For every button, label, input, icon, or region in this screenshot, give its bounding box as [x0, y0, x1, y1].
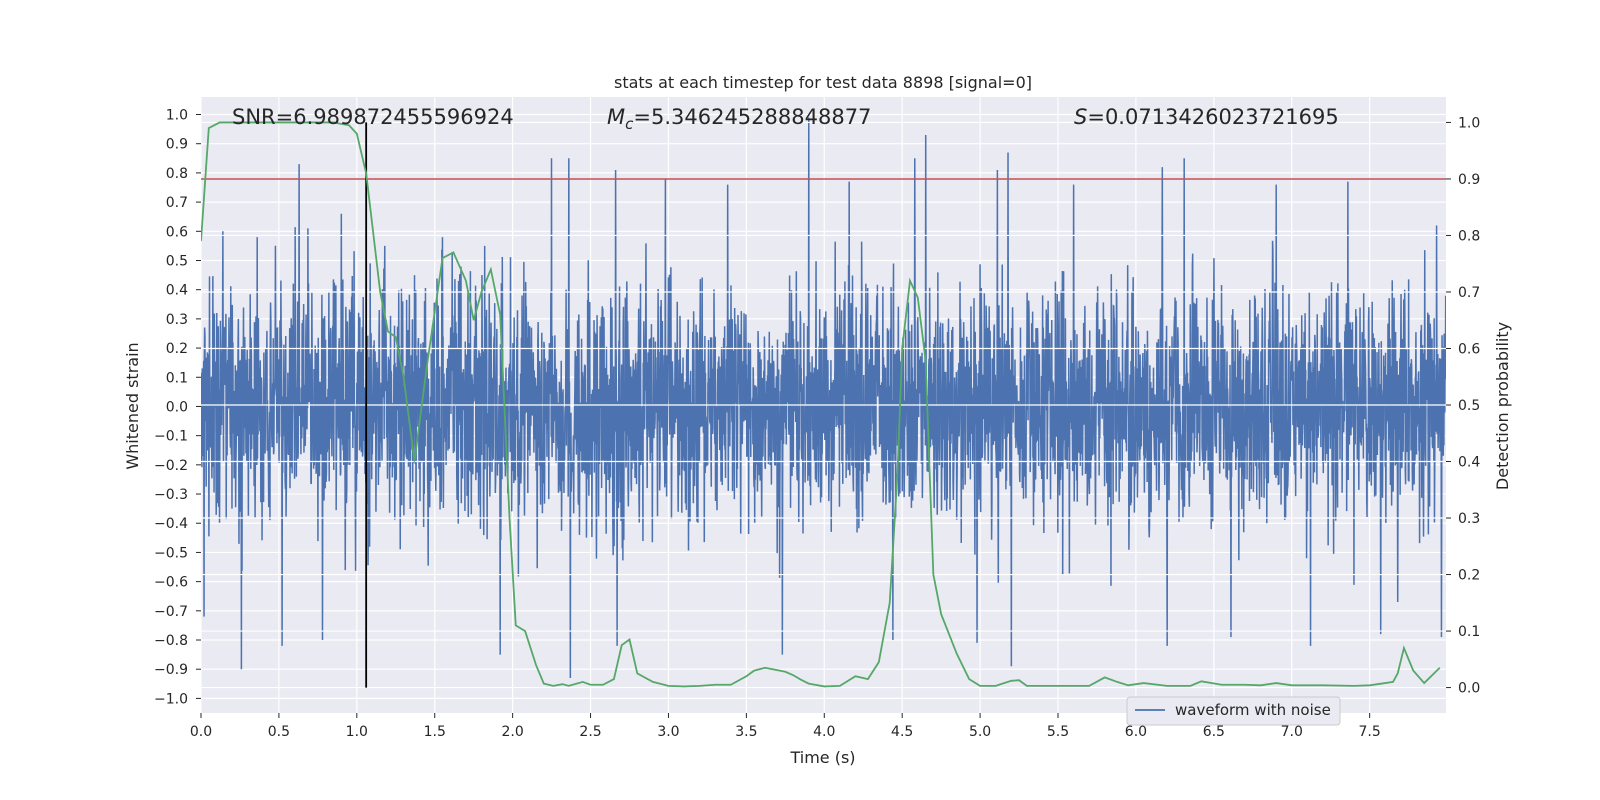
y-tick-label-3: 0.7: [166, 195, 188, 211]
x-tick-label-3: 1.5: [424, 724, 446, 740]
y-tick-label-7: 0.3: [166, 312, 188, 328]
s-value: =0.0713426023721695: [1087, 105, 1338, 129]
y2-tick-label-7: 0.3: [1458, 511, 1480, 527]
s-symbol: S: [1074, 105, 1087, 129]
y2-tick-label-10: 0.0: [1458, 681, 1480, 697]
x-tick-label-7: 3.5: [735, 724, 757, 740]
y2-tick-label-1: 0.9: [1458, 172, 1480, 188]
y-tick-label-0: 1.0: [166, 108, 188, 124]
y-tick-label-11: −0.1: [154, 429, 188, 445]
x-tick-label-14: 7.0: [1281, 724, 1303, 740]
chirp-mass-value: =5.346245288848877: [633, 105, 871, 129]
y-tick-label-4: 0.6: [166, 224, 188, 240]
x-tick-label-9: 4.5: [891, 724, 913, 740]
x-tick-label-11: 5.5: [1047, 724, 1069, 740]
x-tick-label-2: 1.0: [346, 724, 368, 740]
y-tick-label-8: 0.2: [166, 341, 188, 357]
snr-annotation: SNR=6.989872455596924: [232, 105, 514, 129]
y-tick-label-16: −0.6: [154, 575, 188, 591]
x-tick-label-12: 6.0: [1125, 724, 1147, 740]
chirp-mass-annotation: Mc=5.346245288848877: [607, 105, 871, 133]
y2-tick-label-8: 0.2: [1458, 568, 1480, 584]
legend-label: waveform with noise: [1175, 701, 1331, 719]
y-tick-label-18: −0.8: [154, 633, 188, 649]
y-tick-label-19: −0.9: [154, 662, 188, 678]
y2-tick-label-0: 1.0: [1458, 115, 1480, 131]
x-tick-label-10: 5.0: [969, 724, 991, 740]
y2-tick-label-4: 0.6: [1458, 341, 1480, 357]
s-annotation: S=0.0713426023721695: [1074, 105, 1339, 129]
y-axis-label: Whitened strain: [123, 342, 142, 469]
y-tick-label-15: −0.5: [154, 545, 188, 561]
y-tick-label-10: 0.0: [166, 399, 188, 415]
legend-box: [1126, 696, 1341, 726]
x-axis-label: Time (s): [789, 748, 855, 767]
y-tick-label-17: −0.7: [154, 604, 188, 620]
x-tick-label-13: 6.5: [1203, 724, 1225, 740]
x-tick-label-1: 0.5: [268, 724, 290, 740]
y2-axis-label: Detection probability: [1493, 322, 1512, 490]
y-tick-label-1: 0.9: [166, 137, 188, 153]
x-tick-label-6: 3.0: [657, 724, 679, 740]
x-tick-label-15: 7.5: [1359, 724, 1381, 740]
chirp-mass-symbol: M: [607, 105, 625, 129]
x-axis-ticks: 0.0 0.5 1.0 1.5 2.0 2.5 3.0 3.5 4.0 4.5 5.0 5.5 6.0 6…: [190, 713, 1381, 740]
y-tick-label-20: −1.0: [154, 691, 188, 707]
grid-overlay: [201, 121, 1446, 689]
y-tick-label-2: 0.8: [166, 166, 188, 182]
y-tick-label-12: −0.2: [154, 458, 188, 474]
y-tick-label-13: −0.3: [154, 487, 188, 503]
detection-probability-series: [201, 121, 1441, 688]
y2-tick-label-6: 0.4: [1458, 455, 1480, 471]
chart-title: stats at each timestep for test data 889…: [614, 73, 1032, 92]
legend: waveform with noise: [1126, 696, 1341, 726]
y2-tick-label-2: 0.8: [1458, 228, 1480, 244]
y-tick-label-6: 0.4: [166, 283, 188, 299]
x-tick-label-8: 4.0: [813, 724, 835, 740]
y-axis-ticks: 1.0 0.9 0.8 0.7 0.6 0.5 0.4 0.3 0.2 0.1 0.0 −0.1 −0.…: [154, 108, 201, 707]
y2-tick-label-3: 0.7: [1458, 285, 1480, 301]
x-tick-label-4: 2.0: [502, 724, 524, 740]
x-tick-label-5: 2.5: [579, 724, 601, 740]
y-tick-label-14: −0.4: [154, 516, 188, 532]
y2-tick-label-9: 0.1: [1458, 624, 1480, 640]
chirp-mass-subscript: c: [625, 115, 634, 133]
y-tick-label-9: 0.1: [166, 370, 188, 386]
y2-axis-ticks: 1.0 0.9 0.8 0.7 0.6 0.5 0.4 0.3 0.2 0.1 0.0: [1446, 115, 1480, 697]
x-tick-label-0: 0.0: [190, 724, 212, 740]
y2-tick-label-5: 0.5: [1458, 398, 1480, 414]
waveform-series: [201, 117, 1446, 678]
y-tick-label-5: 0.5: [166, 253, 188, 269]
